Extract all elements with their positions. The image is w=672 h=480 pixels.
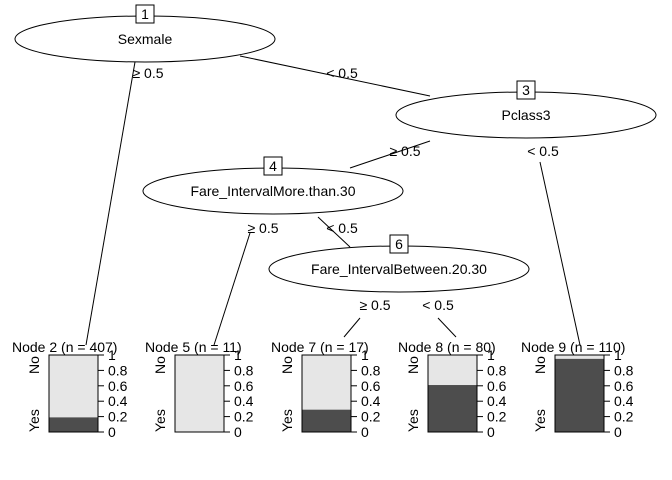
axis-tick-label: 0.8: [234, 362, 254, 378]
node-variable-label: Fare_IntervalBetween.20.30: [311, 261, 487, 277]
edge-1-2: [85, 61, 136, 346]
node-variable-label: Sexmale: [118, 31, 173, 47]
class-label-yes: Yes: [405, 409, 421, 432]
class-label-yes: Yes: [26, 409, 42, 432]
bar-frame: [554, 354, 605, 433]
bar-segment-no: [175, 355, 224, 432]
axis-tick-label: 1: [487, 347, 495, 363]
axis-tick-label: 0.8: [487, 362, 507, 378]
node-id-box: [135, 4, 155, 24]
axis-tick-label: 0: [487, 424, 495, 440]
axis-tick-label: 0.4: [487, 393, 507, 409]
node-id-box: [389, 234, 409, 254]
terminal-node-label: Node 8 (n = 80): [398, 339, 496, 355]
terminal-node-5: Node 5 (n = 11) 00.20.40.60.81 No Yes: [145, 339, 254, 440]
bar-segment-yes: [555, 358, 604, 432]
terminal-node-8: Node 8 (n = 80) 00.20.40.60.81 No Yes: [398, 339, 507, 440]
edge-label-3-4: ≥ 0.5: [389, 143, 420, 159]
terminal-node-7: Node 7 (n = 17) 00.20.40.60.81 No Yes: [271, 339, 381, 440]
axis-tick-label: 1: [361, 347, 369, 363]
axis-tick-label: 1: [234, 347, 242, 363]
bar-segment-yes: [302, 409, 351, 432]
axis-tick-label: 0.4: [361, 393, 381, 409]
axis-tick-label: 0: [614, 424, 622, 440]
edge-3-4: [349, 140, 431, 169]
edge-1-3: [239, 55, 431, 97]
class-label-no: No: [532, 356, 548, 374]
axis-tick-label: 0.8: [361, 362, 381, 378]
node-id-label: 6: [395, 236, 403, 252]
edge-label-4-6: < 0.5: [326, 220, 358, 236]
class-label-yes: Yes: [532, 409, 548, 432]
edge-4-6: [317, 216, 351, 248]
class-label-no: No: [152, 356, 168, 374]
bar-frame: [48, 354, 99, 433]
node-variable-label: Fare_IntervalMore.than.30: [191, 183, 356, 199]
edge-label-6-7: ≥ 0.5: [359, 297, 390, 313]
axis-tick-label: 0: [234, 424, 242, 440]
bar-segment-yes: [49, 417, 98, 432]
class-label-no: No: [405, 356, 421, 374]
terminal-node-label: Node 2 (n = 407): [12, 339, 117, 355]
inner-node-4: Fare_IntervalMore.than.30 4: [142, 156, 404, 215]
terminal-node-label: Node 9 (n = 110): [521, 339, 625, 355]
axis-tick-label: 0.6: [487, 378, 507, 394]
edge-label-3-9: < 0.5: [527, 143, 559, 159]
bar-frame: [301, 354, 352, 433]
terminal-node-label: Node 5 (n = 11): [145, 339, 242, 355]
inner-node-6: Fare_IntervalBetween.20.30 6: [268, 234, 530, 293]
axis-tick-label: 0.6: [361, 378, 381, 394]
edge-3-9: [539, 161, 581, 346]
axis-tick-label: 0.4: [614, 393, 634, 409]
edge-4-5: [213, 232, 251, 346]
axis-tick-label: 0.2: [614, 409, 634, 425]
terminal-node-label: Node 7 (n = 17): [271, 339, 369, 355]
inner-node-1: Sexmale 1: [14, 4, 276, 63]
axis-tick-label: 0.4: [234, 393, 254, 409]
axis-tick-label: 0.4: [108, 393, 128, 409]
node-id-box: [516, 80, 536, 100]
bar-segment-yes: [428, 385, 477, 432]
axis-tick-label: 0.2: [361, 409, 381, 425]
node-id-label: 3: [522, 82, 530, 98]
axis-tick-label: 0.8: [614, 362, 634, 378]
node-id-box: [263, 156, 283, 176]
axis-tick-label: 0.8: [108, 362, 128, 378]
bar-segment-no: [49, 355, 98, 418]
class-label-no: No: [26, 356, 42, 374]
node-id-label: 4: [269, 158, 277, 174]
axis-tick-label: 1: [614, 347, 622, 363]
edge-6-7: [343, 317, 361, 338]
bar-segment-no: [302, 355, 351, 410]
class-label-yes: Yes: [279, 409, 295, 432]
axis-tick-label: 0.2: [234, 409, 254, 425]
class-label-yes: Yes: [152, 409, 168, 432]
axis-tick-label: 0.6: [614, 378, 634, 394]
edge-6-8: [437, 317, 457, 338]
edge-label-4-5: ≥ 0.5: [247, 220, 278, 236]
node-id-label: 1: [141, 6, 149, 22]
bar-frame: [174, 354, 225, 433]
terminal-node-2: Node 2 (n = 407) 00.20.40.60.81 No Yes: [12, 339, 128, 440]
inner-node-3: Pclass3 3: [395, 80, 657, 139]
edge-label-1-2: ≥ 0.5: [132, 65, 163, 81]
terminal-node-9: Node 9 (n = 110) 00.20.40.60.81 No Yes: [521, 339, 634, 440]
bar-segment-no: [555, 355, 604, 359]
bar-frame: [427, 354, 478, 433]
node-variable-label: Pclass3: [501, 107, 550, 123]
edge-label-1-3: < 0.5: [326, 65, 358, 81]
axis-tick-label: 0: [108, 424, 116, 440]
axis-tick-label: 0.2: [108, 409, 128, 425]
axis-tick-label: 0.6: [108, 378, 128, 394]
axis-tick-label: 0.6: [234, 378, 254, 394]
axis-tick-label: 0: [361, 424, 369, 440]
class-label-no: No: [279, 356, 295, 374]
bar-segment-no: [428, 355, 477, 386]
edge-label-6-8: < 0.5: [422, 297, 454, 313]
axis-tick-label: 0.2: [487, 409, 507, 425]
axis-tick-label: 1: [108, 347, 116, 363]
